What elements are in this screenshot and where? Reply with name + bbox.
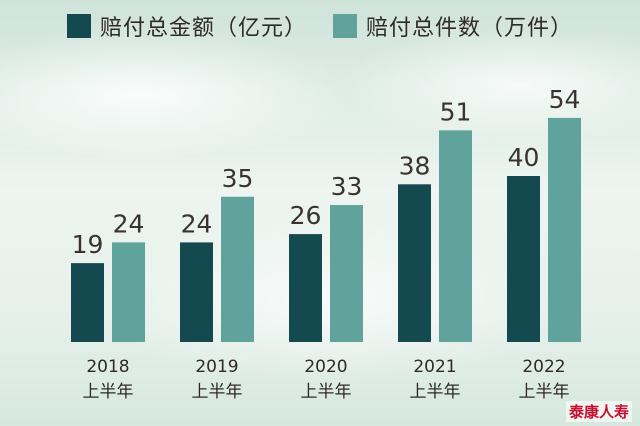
data-label-count-2: 33 — [331, 172, 363, 201]
category-label-period-2: 上半年 — [301, 382, 352, 402]
category-label-year-4: 2022 — [522, 357, 565, 377]
data-label-amount-4: 40 — [508, 143, 540, 172]
bar-amount-3 — [398, 184, 431, 342]
legend-swatch-amount — [66, 14, 91, 38]
category-label-year-1: 2019 — [195, 357, 238, 377]
bar-count-2 — [330, 205, 363, 342]
data-label-amount-1: 24 — [181, 209, 213, 238]
data-label-count-3: 51 — [440, 97, 472, 126]
bar-amount-1 — [180, 242, 213, 342]
watermark-logo-text: 泰康人寿 — [565, 401, 632, 422]
bar-amount-0 — [71, 263, 104, 342]
category-label-year-0: 2018 — [86, 357, 129, 377]
legend-swatch-count — [333, 14, 357, 38]
bar-amount-4 — [507, 176, 540, 342]
category-label-period-0: 上半年 — [83, 382, 134, 402]
bar-count-3 — [439, 130, 472, 342]
data-label-count-4: 54 — [549, 85, 581, 114]
bar-count-4 — [548, 117, 581, 343]
data-label-count-1: 35 — [222, 164, 254, 193]
legend-item-count: 赔付总件数（万件） — [333, 10, 573, 42]
bar-amount-2 — [289, 234, 322, 342]
category-label-period-3: 上半年 — [410, 382, 461, 402]
bar-count-1 — [221, 196, 254, 342]
legend-item-amount: 赔付总金额（亿元） — [66, 10, 307, 42]
bar-count-0 — [112, 242, 145, 342]
category-label-period-4: 上半年 — [519, 382, 570, 402]
data-label-amount-2: 26 — [290, 201, 322, 230]
legend-label-count: 赔付总件数（万件） — [366, 16, 574, 41]
category-label-year-2: 2020 — [304, 357, 347, 377]
data-label-amount-3: 38 — [399, 151, 431, 180]
category-label-year-3: 2021 — [413, 357, 456, 377]
category-label-period-1: 上半年 — [192, 382, 243, 402]
data-label-count-0: 24 — [113, 209, 145, 238]
legend: 赔付总金额（亿元） 赔付总件数（万件） — [0, 10, 640, 42]
legend-label-amount: 赔付总金额（亿元） — [99, 16, 307, 41]
data-label-amount-0: 19 — [72, 230, 104, 259]
